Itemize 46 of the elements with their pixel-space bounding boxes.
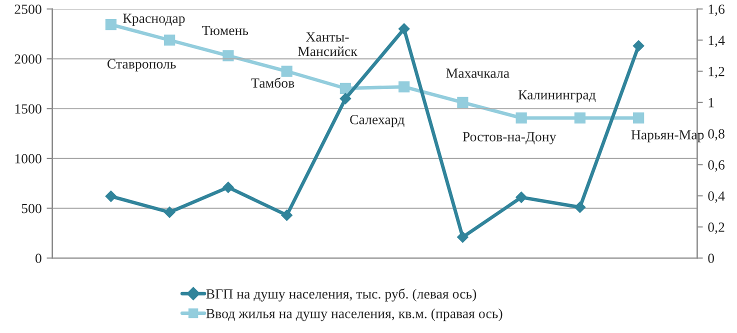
annotation: Ростов-на-Дону (462, 132, 556, 144)
annotation: Калининград (518, 90, 596, 102)
y2-tick-label: 1,4 (708, 36, 725, 48)
legend-label: Ввод жилья на душу населения, кв.м. (правая ось) (206, 308, 502, 322)
y2-tick-label: 1,2 (708, 66, 724, 78)
y2-tick-label: 1 (708, 98, 714, 108)
point (105, 190, 117, 202)
point (222, 50, 234, 62)
y-tick-label: 0 (35, 254, 42, 264)
point (164, 34, 176, 46)
y-tick-label: 2500 (14, 4, 42, 14)
point (164, 206, 176, 218)
point (633, 112, 644, 124)
point (574, 201, 586, 214)
annotation: Махачкала (446, 68, 510, 78)
point (516, 112, 527, 124)
point (281, 66, 292, 77)
y-tick-label: 500 (22, 204, 42, 214)
y2-tick-label: 0,2 (708, 222, 724, 234)
annotation: Нарьян-Мар (631, 130, 704, 142)
y-tick-label: 2000 (14, 54, 42, 64)
point (398, 81, 410, 92)
y2-tick-label: 0,8 (708, 129, 724, 140)
y2-tick-label: 0,6 (708, 160, 725, 172)
y2-tick-label: 0 (708, 254, 714, 264)
point (280, 209, 293, 222)
y-tick-label: 1000 (15, 154, 42, 164)
y2-tick-label: 1,6 (708, 4, 725, 16)
annotation: Тюмень (202, 26, 248, 36)
legend-label: ВГП на душу населения, тыс. руб. (левая ось) (206, 288, 476, 302)
point (340, 92, 352, 105)
point (456, 231, 469, 244)
annotation: Салехард (350, 114, 404, 128)
annotation: Ханты- Мансийск (298, 32, 358, 56)
point (457, 96, 468, 108)
annotation: Ставрополь (107, 59, 176, 72)
point (398, 23, 410, 35)
point (632, 40, 644, 52)
y-tick-label: 1500 (15, 104, 42, 114)
y2-tick-label: 0,4 (708, 191, 725, 203)
annotation: Краснодар (123, 14, 185, 26)
point (574, 112, 586, 124)
point (222, 181, 234, 194)
point (105, 19, 117, 30)
point (515, 191, 528, 204)
annotation: Тамбов (251, 78, 294, 88)
